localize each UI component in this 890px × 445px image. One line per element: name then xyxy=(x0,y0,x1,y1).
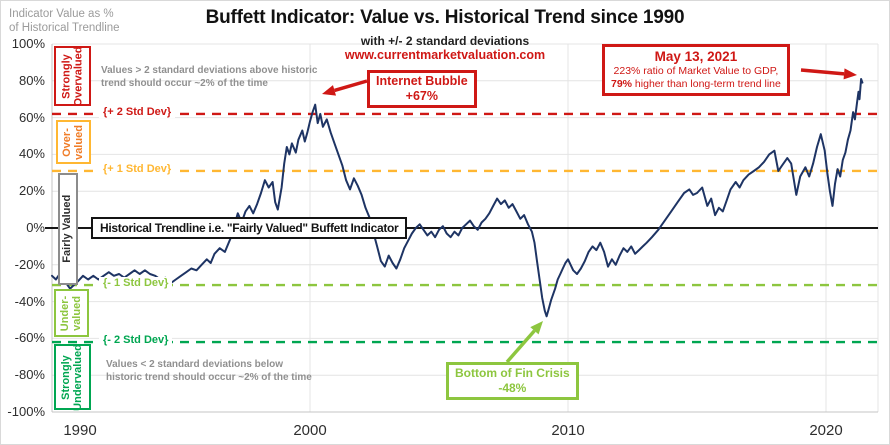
std-dev-label: {+ 2 Std Dev} xyxy=(99,105,176,118)
zone-label-text: Strongly Undervalued xyxy=(60,343,84,411)
internet-bubble-title: Internet Bubble xyxy=(376,74,468,88)
internet-bubble-value: +67% xyxy=(405,89,438,103)
note-below-line1: Values < 2 standard deviations below xyxy=(106,359,284,370)
page-title: Buffett Indicator: Value vs. Historical … xyxy=(205,7,685,28)
std-dev-label: {- 1 Std Dev} xyxy=(99,277,173,290)
zone-label-fairly-valued: Fairly Valued xyxy=(58,173,78,285)
y-tick-label: 60% xyxy=(18,109,45,125)
y-axis-caption: Indicator Value as % of Historical Trend… xyxy=(9,8,120,35)
zone-label-text: Over-valued xyxy=(61,124,85,160)
y-tick-label: -60% xyxy=(14,330,45,346)
trendline-label-box: Historical Trendline i.e. "Fairly Valued… xyxy=(91,217,408,239)
zone-label-undervalued: Under-valued xyxy=(54,289,89,337)
std-dev-label: {- 2 Std Dev} xyxy=(99,334,173,347)
zone-label-text: Fairly Valued xyxy=(61,195,74,263)
zone-label-overvalued: Over-valued xyxy=(56,120,91,164)
may-2021-annotation: May 13, 2021 223% ratio of Market Value … xyxy=(602,44,790,96)
x-tick-label: 2000 xyxy=(293,422,327,439)
website-url: www.currentmarketvaluation.com xyxy=(344,48,546,62)
y-tick-label: -80% xyxy=(14,367,45,383)
fin-crisis-value: -48% xyxy=(498,381,527,395)
x-tick-label: 1990 xyxy=(63,422,97,439)
y-tick-label: 20% xyxy=(18,183,45,199)
y-tick-label: 40% xyxy=(18,146,45,162)
note-above-line2: trend should occur ~2% of the time xyxy=(101,78,268,89)
x-tick-label: 2010 xyxy=(551,422,585,439)
internet-bubble-arrow-head xyxy=(322,85,337,96)
note-below-2sd: Values < 2 standard deviations below his… xyxy=(106,358,312,384)
fin-crisis-arrow-head xyxy=(530,321,543,335)
note-above-line1: Values > 2 standard deviations above his… xyxy=(101,65,318,76)
y-axis-caption-line1: Indicator Value as % xyxy=(9,8,114,20)
zone-label-strongly-undervalued: Strongly Undervalued xyxy=(54,344,91,410)
fin-crisis-annotation: Bottom of Fin Crisis -48% xyxy=(446,362,579,400)
y-axis-caption-line2: of Historical Trendline xyxy=(9,21,120,34)
chart-subtitle: with +/- 2 standard deviations xyxy=(360,34,530,48)
note-above-2sd: Values > 2 standard deviations above his… xyxy=(101,64,317,90)
may-2021-detail2-rest: higher than long-term trend line xyxy=(632,78,781,90)
may-2021-percent: 79% xyxy=(611,78,633,90)
y-tick-label: 100% xyxy=(11,36,45,51)
may-2021-detail2: 79% higher than long-term trend line xyxy=(611,78,781,91)
x-tick-label: 2020 xyxy=(809,422,843,439)
may-2021-arrow-head xyxy=(843,68,857,80)
may-2021-title: May 13, 2021 xyxy=(654,49,738,64)
fin-crisis-title: Bottom of Fin Crisis xyxy=(455,366,570,380)
y-tick-label: -100% xyxy=(7,404,45,419)
internet-bubble-arrow-shaft xyxy=(334,79,368,93)
y-tick-label: -20% xyxy=(14,256,45,272)
indicator-line xyxy=(51,78,864,318)
y-tick-label: 80% xyxy=(18,72,45,88)
zone-label-text: Strongly Overvalued xyxy=(60,46,84,106)
y-tick-label: 0% xyxy=(26,220,45,235)
note-below-line2: historic trend should occur ~2% of the t… xyxy=(106,372,312,383)
zone-label-strongly-overvalued: Strongly Overvalued xyxy=(54,46,91,106)
fin-crisis-arrow-shaft xyxy=(505,329,536,364)
internet-bubble-annotation: Internet Bubble +67% xyxy=(367,70,477,108)
std-dev-label: {+ 1 Std Dev} xyxy=(99,162,176,175)
y-tick-label: -40% xyxy=(14,293,45,309)
may-2021-arrow-shaft xyxy=(800,68,845,76)
zone-label-text: Under-valued xyxy=(59,295,83,331)
may-2021-detail1: 223% ratio of Market Value to GDP, xyxy=(613,65,779,77)
